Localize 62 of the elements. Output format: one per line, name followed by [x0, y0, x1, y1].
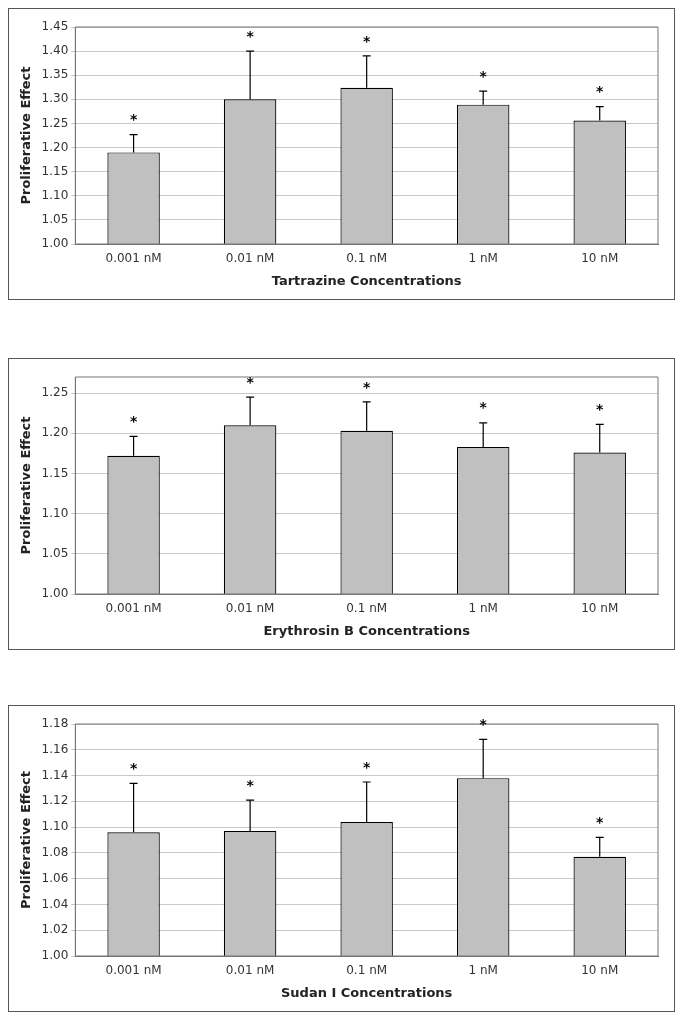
- annotation: *: [363, 758, 371, 775]
- x-tick-label: 0.01 nM: [225, 251, 275, 266]
- annotation: *: [246, 27, 255, 44]
- annotation: *: [363, 378, 371, 395]
- x-tick-label: 10 nM: [581, 601, 619, 616]
- y-tick-label: 1.15: [41, 465, 69, 480]
- y-tick-label: 1.25: [41, 385, 69, 400]
- annotation: *: [479, 716, 488, 733]
- annotation: *: [246, 373, 255, 390]
- x-tick-label: 0.01 nM: [225, 963, 275, 978]
- y-tick-label: 1.06: [41, 870, 69, 885]
- annotation: *: [479, 67, 488, 84]
- annotation: *: [596, 401, 605, 418]
- y-tick-label: 1.10: [41, 505, 69, 520]
- x-axis-title: Tartrazine Concentrations: [271, 272, 462, 288]
- y-tick-label: 1.02: [41, 922, 69, 937]
- x-axis-title: Sudan I Concentrations: [280, 984, 453, 1000]
- x-tick-label: 1 nM: [468, 963, 498, 978]
- y-tick-label: 1.05: [41, 545, 69, 560]
- y-axis-title: Proliferative Effect: [18, 770, 34, 910]
- x-tick-label: 0.1 nM: [346, 963, 388, 978]
- x-axis-title: Erythrosin B Concentrations: [263, 622, 471, 638]
- y-tick-label: 1.25: [41, 115, 69, 130]
- annotation: *: [596, 83, 605, 100]
- x-tick-label: 1 nM: [468, 251, 498, 266]
- y-tick-label: 1.40: [41, 43, 69, 58]
- y-tick-label: 1.10: [41, 187, 69, 202]
- annotation: *: [363, 32, 371, 49]
- y-axis-title: Proliferative Effect: [18, 416, 34, 555]
- x-tick-label: 1 nM: [468, 601, 498, 616]
- y-tick-label: 1.08: [41, 845, 69, 860]
- x-tick-label: 0.1 nM: [346, 601, 388, 616]
- y-tick-label: 1.00: [41, 236, 69, 251]
- x-tick-label: 10 nM: [581, 963, 619, 978]
- annotation: *: [479, 399, 488, 416]
- y-tick-label: 1.35: [41, 67, 69, 82]
- annotation: *: [596, 814, 605, 831]
- x-tick-label: 0.001 nM: [105, 251, 162, 266]
- x-tick-label: 0.1 nM: [346, 251, 388, 266]
- y-tick-label: 1.20: [41, 139, 69, 154]
- y-tick-label: 1.04: [41, 896, 69, 911]
- x-tick-label: 0.001 nM: [105, 601, 162, 616]
- y-tick-label: 1.10: [41, 819, 69, 834]
- y-tick-label: 1.45: [41, 19, 69, 34]
- y-tick-label: 1.00: [41, 586, 69, 601]
- x-tick-label: 0.001 nM: [105, 963, 162, 978]
- y-axis-title: Proliferative Effect: [18, 66, 34, 205]
- y-tick-label: 1.12: [41, 793, 69, 808]
- x-tick-label: 10 nM: [581, 251, 619, 266]
- annotation: *: [246, 776, 255, 793]
- annotation: *: [129, 759, 138, 776]
- y-tick-label: 1.16: [41, 741, 69, 756]
- y-tick-label: 1.14: [41, 767, 69, 782]
- y-tick-label: 1.30: [41, 91, 69, 106]
- x-tick-label: 0.01 nM: [225, 601, 275, 616]
- y-tick-label: 1.20: [41, 425, 69, 440]
- y-tick-label: 1.05: [41, 212, 69, 227]
- y-tick-label: 1.15: [41, 163, 69, 178]
- y-tick-label: 1.18: [41, 716, 69, 731]
- annotation: *: [129, 413, 138, 430]
- annotation: *: [129, 111, 138, 128]
- y-tick-label: 1.00: [41, 948, 69, 963]
